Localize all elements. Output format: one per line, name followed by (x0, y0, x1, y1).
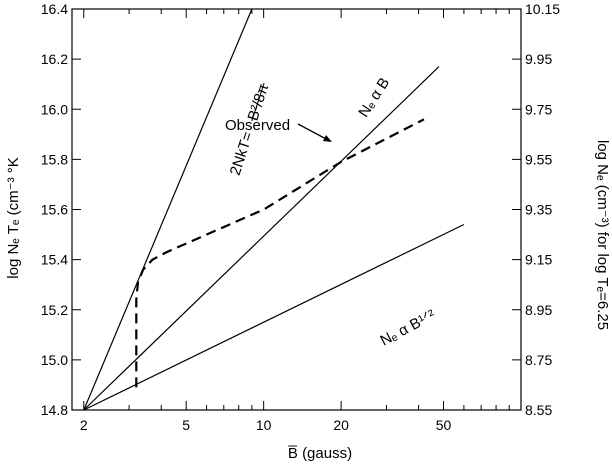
y-left-axis-label: log Nₑ Tₑ (cm⁻³ °K (5, 157, 22, 278)
y-right-tick-label: 8.55 (525, 402, 552, 418)
x-axis-label: B̅ (gauss) (288, 445, 353, 462)
y-left-tick-label: 16.2 (41, 51, 68, 67)
x-tick-label: 2 (80, 417, 88, 433)
x-tick-label: 20 (333, 417, 349, 433)
y-right-tick-label: 9.15 (525, 252, 552, 268)
series-line-2 (83, 223, 465, 411)
y-left-tick-label: 15.4 (41, 252, 68, 268)
x-tick-label: 50 (436, 417, 452, 433)
y-right-tick-label: 9.55 (525, 151, 552, 167)
y-right-tick-label: 9.35 (525, 202, 552, 218)
y-left-tick-label: 16.0 (41, 101, 68, 117)
y-left-axis-ticks: 14.8 15.0 15.2 15.4 15.6 15.8 16.0 16.2 16.4 (41, 1, 81, 418)
y-right-tick-label: 8.75 (525, 352, 552, 368)
x-tick-label: 5 (182, 417, 190, 433)
series-line-1 (83, 66, 440, 411)
annotation-ne-alpha-b: Nₑ α B (355, 75, 393, 121)
plot-border (71, 8, 522, 411)
annotation-observed: Observed (225, 117, 290, 134)
annotation-observed-arrow (297, 123, 329, 141)
annotation-energy-balance-left: 2NkT= (227, 130, 257, 178)
series-line-3 (135, 118, 425, 388)
y-left-tick-label: 15.2 (41, 302, 68, 318)
series-line-0 (83, 8, 253, 411)
annotation-ne-alpha-sqrt-b: Nₑ α B¹ᐟ² (378, 306, 439, 349)
y-left-tick-label: 15.6 (41, 202, 68, 218)
x-axis-ticks: 2 5 10 20 50 (80, 9, 510, 433)
y-left-tick-label: 15.8 (41, 151, 68, 167)
y-left-tick-label: 14.8 (41, 402, 68, 418)
annotation-fraction-bar (251, 82, 265, 122)
y-right-tick-label: 9.95 (525, 51, 552, 67)
x-tick-label: 10 (256, 417, 272, 433)
y-right-tick-label: 9.75 (525, 101, 552, 117)
y-right-axis-label: log Nₑ (cm⁻³) for log Tₑ=6.25 (594, 140, 611, 330)
plot-frame (71, 8, 522, 411)
series-layer (83, 8, 465, 411)
y-right-tick-label: 8.95 (525, 302, 552, 318)
y-right-axis-ticks: 8.55 8.75 8.95 9.15 9.35 9.55 9.75 9.95 10.15 (512, 1, 560, 418)
y-left-tick-label: 16.4 (41, 1, 68, 17)
y-left-tick-label: 15.0 (41, 352, 68, 368)
annotation-observed-arrowhead (323, 135, 332, 142)
y-right-tick-label: 10.15 (525, 1, 560, 17)
